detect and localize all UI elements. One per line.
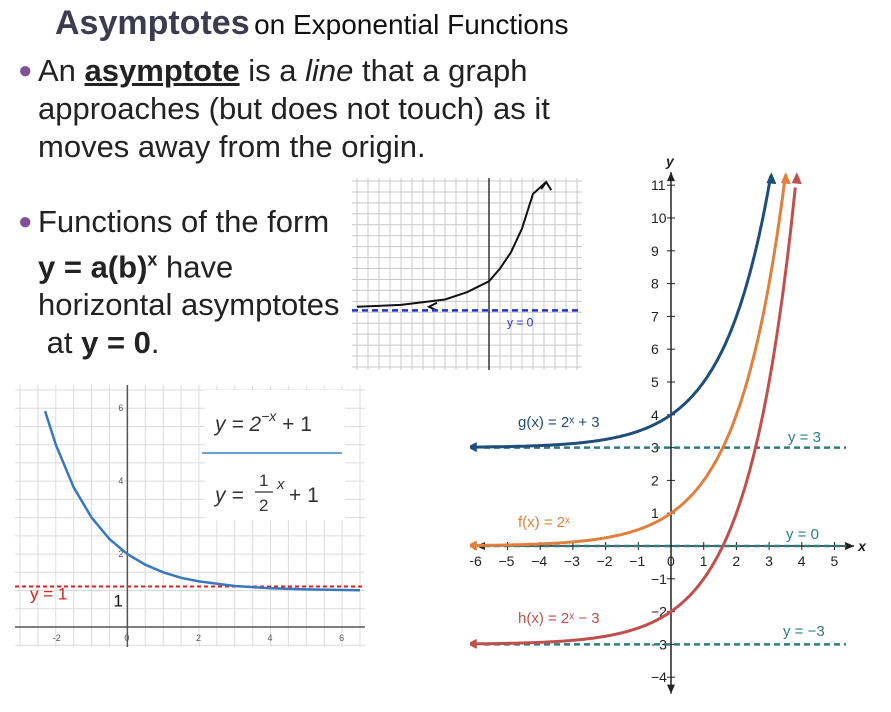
legend-line2-tail: + 1 <box>289 484 319 507</box>
right-curve <box>474 174 787 547</box>
bl-x-tick-label: -2 <box>53 633 61 643</box>
right-x-tick-label: 4 <box>798 553 806 569</box>
small-asymptote-label: y = 0 <box>507 315 534 329</box>
right-x-tick-label: 0 <box>667 553 675 569</box>
bullet2-formula: y = a(b) <box>38 249 148 285</box>
right-y-tick-label: 10 <box>651 210 667 226</box>
right-curve-arrow-icon <box>791 172 802 185</box>
right-y-tick-label: 4 <box>651 407 659 423</box>
right-x-tick-label: −1 <box>629 553 645 569</box>
right-y-arrow-down-icon <box>667 684 675 694</box>
bl-asymptote-value: 1 <box>113 592 122 611</box>
bullet1-keyword: asymptote <box>84 53 240 88</box>
bullet1-text-b: is a <box>248 53 297 88</box>
right-asymptote-label: y = 0 <box>786 526 819 543</box>
legend-frac-den: 2 <box>259 496 268 515</box>
right-asymptote-label: y = −3 <box>783 623 825 640</box>
right-y-tick-label: 7 <box>651 308 659 324</box>
right-x-tick-label: 1 <box>700 553 708 569</box>
bullet-dot-icon: ● <box>18 57 33 84</box>
right-curve <box>474 187 797 646</box>
right-curve-arrow-icon <box>766 172 777 185</box>
right-x-tick-label: 5 <box>831 553 839 569</box>
bullet2-exponent: x <box>147 250 158 270</box>
right-series-label: g(x) = 2ˣ + 3 <box>518 414 600 431</box>
bullet2-asymptote: y = 0 <box>81 325 151 361</box>
right-curve <box>474 175 773 449</box>
right-y-arrow-icon <box>667 172 675 182</box>
bullet-functions: ● Functions of the form y = a(b)x have h… <box>18 203 348 362</box>
right-y-tick-label: 9 <box>651 243 659 259</box>
right-x-tick-label: −3 <box>564 553 580 569</box>
slide-title: Asymptotes on Exponential Functions <box>55 4 569 43</box>
small-arrow-up-icon <box>540 180 553 191</box>
small-curve <box>356 181 547 308</box>
right-x-tick-label: −6 <box>470 553 482 569</box>
bullet-definition: ● An asymptote is a line that a graph ap… <box>18 52 578 166</box>
legend-line1-exp: −x <box>261 408 277 424</box>
right-x-tick-label: −2 <box>597 553 613 569</box>
right-y-tick-label: 6 <box>651 341 659 357</box>
right-x-tick-label: −4 <box>531 553 547 569</box>
right-y-tick-label: 8 <box>651 276 659 292</box>
legend-line1: y = 2−x + 1 <box>213 408 312 436</box>
bl-x-tick-label: 4 <box>268 633 273 643</box>
right-y-tick-label: −4 <box>651 669 667 685</box>
legend-line1-tail: + 1 <box>276 413 312 436</box>
bl-curve <box>43 410 361 592</box>
bl-y-tick-label: 2 <box>118 549 123 559</box>
right-x-tick-label: 3 <box>765 553 773 569</box>
right-y-tick-label: 11 <box>651 177 666 193</box>
bullet1-text-c: that a graph approaches (but does not to… <box>38 53 550 164</box>
right-curve-arrow-left-icon <box>470 442 477 453</box>
right-series-label: h(x) = 2ˣ − 3 <box>518 610 600 627</box>
right-x-tick-label: −5 <box>499 553 515 569</box>
bullet-dot-icon: ● <box>18 208 33 235</box>
bullet2-text-c: at <box>46 325 73 361</box>
title-bold: Asymptotes <box>55 4 250 42</box>
legend-line2-exp: x <box>276 476 285 493</box>
right-chart: xy −6−5−4−3−2−10123451110987654321−1−2−3… <box>470 153 867 694</box>
right-y-axis-label: y <box>665 153 675 169</box>
right-curve-arrow-left-icon <box>470 638 477 649</box>
legend-line2-a: y = <box>213 484 244 507</box>
bl-asymptote-label: y = 1 <box>30 585 67 604</box>
legend-frac-num: 1 <box>259 471 268 490</box>
bottom-left-chart: -2 0 2 4 6 2 4 6 y = 2−x + 1 y = 1 2 x + 1 y = … <box>15 385 365 647</box>
right-curve-arrow-icon <box>780 172 791 185</box>
bl-y-tick-label: 6 <box>118 403 123 413</box>
right-x-tick-label: 2 <box>732 553 740 569</box>
right-asymptote-label: y = 3 <box>788 429 821 446</box>
title-rest: on Exponential Functions <box>254 9 569 40</box>
bl-x-tick-label: 6 <box>339 633 344 643</box>
bullet2-text-a: Functions of the form <box>38 204 330 239</box>
small-grid-chart: y = 0 <box>352 178 582 370</box>
legend-line1-base: y = 2 <box>213 413 261 436</box>
right-y-tick-label: −1 <box>651 571 667 587</box>
legend-box <box>205 390 345 520</box>
bl-y-tick-label: 4 <box>118 476 123 486</box>
right-y-tick-label: 2 <box>651 472 659 488</box>
bullet1-text-a: An <box>38 53 76 88</box>
right-y-tick-label: 5 <box>651 374 659 390</box>
bl-x-tick-label: 2 <box>196 633 201 643</box>
right-series-label: f(x) = 2ˣ <box>518 514 570 531</box>
bullet1-italic: line <box>305 53 354 88</box>
right-x-arrow-icon <box>845 542 855 550</box>
right-curve-arrow-left-icon <box>470 540 477 551</box>
right-x-axis-label: x <box>857 538 867 554</box>
right-y-tick-label: 1 <box>651 505 659 521</box>
bullet2-text-b: have horizontal asymptotes <box>38 249 340 323</box>
bullet2-period: . <box>150 325 160 361</box>
bl-x-tick-label: 0 <box>124 633 129 643</box>
